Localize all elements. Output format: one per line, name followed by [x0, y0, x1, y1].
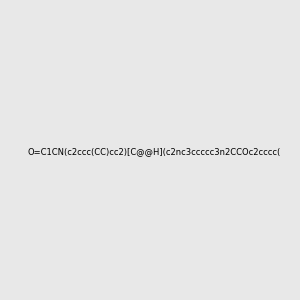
Text: O=C1CN(c2ccc(CC)cc2)[C@@H](c2nc3ccccc3n2CCOc2cccc(: O=C1CN(c2ccc(CC)cc2)[C@@H](c2nc3ccccc3n2…: [27, 147, 280, 156]
